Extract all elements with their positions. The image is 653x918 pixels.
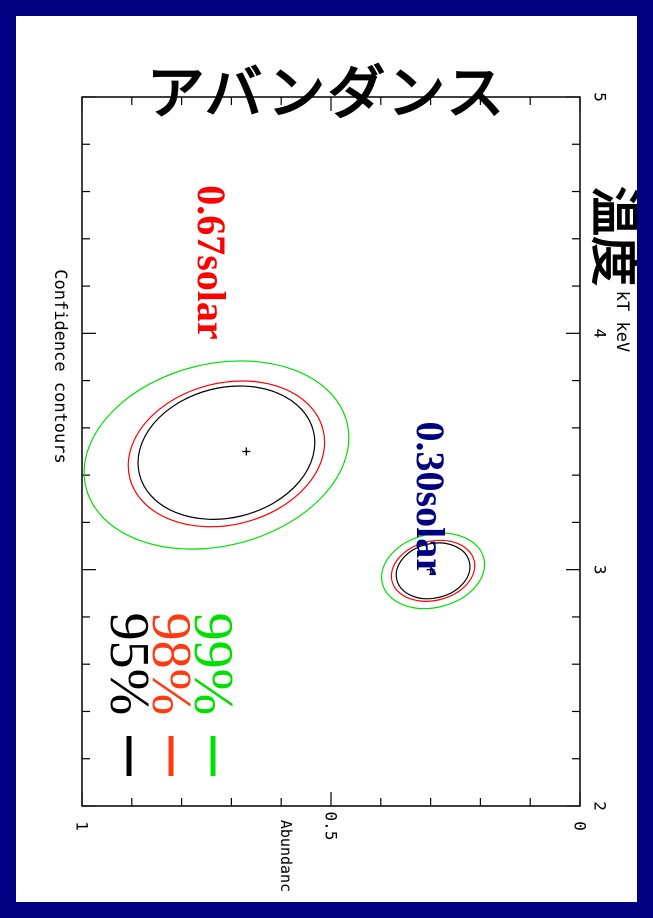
contour-95 — [395, 542, 471, 600]
contour-95 — [137, 385, 316, 520]
contour-plot: 2 3 4 5 0 0.5 1 kT keV Abundanc Confidence contou… — [50, 92, 637, 892]
y-axis-label: Abundanc — [277, 820, 295, 892]
contour-99 — [83, 360, 350, 550]
side-label: 温度 — [585, 186, 637, 286]
y-tick-label: 1 — [73, 821, 92, 831]
x-axis-label: kT keV — [612, 291, 632, 352]
x-tick-label: 5 — [591, 92, 610, 102]
contour-99 — [380, 532, 486, 610]
x-tick-label: 4 — [591, 329, 610, 339]
annotation-label: 0.30solar — [408, 422, 453, 576]
slide-title: アバンダンス — [146, 59, 507, 127]
legend-label: 99% — [182, 613, 244, 716]
x-tick-label: 2 — [591, 801, 610, 811]
legend-label: 95% — [98, 613, 160, 716]
y-tick-label: 0 — [571, 821, 590, 831]
x-tick-label: 3 — [591, 565, 610, 575]
chart-title: Confidence contours — [50, 269, 70, 463]
contour-98 — [390, 539, 476, 602]
legend-label: 98% — [140, 613, 202, 716]
contour-98 — [127, 380, 326, 528]
annotation-label: 0.67solar — [189, 185, 234, 339]
slide-panel: 2 3 4 5 0 0.5 1 kT keV Abundanc Confidence contou… — [16, 16, 637, 902]
y-tick-label: 0.5 — [322, 812, 341, 841]
